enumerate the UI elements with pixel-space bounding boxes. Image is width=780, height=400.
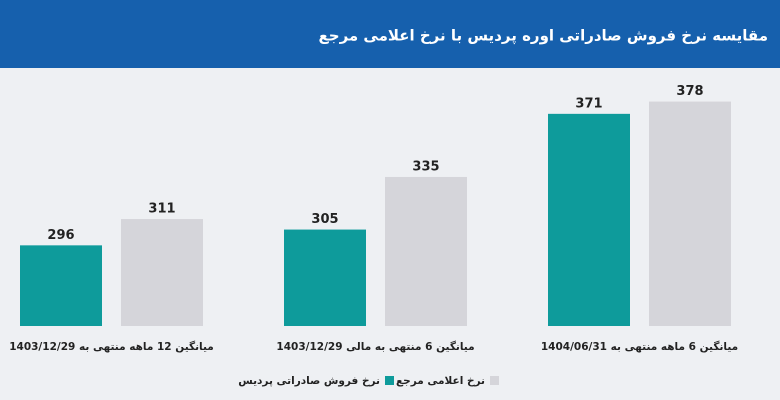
x-tick-label: میانگین 6 منتهی به مالی 1403/12/29 bbox=[276, 340, 474, 353]
value-label: 371 bbox=[575, 96, 602, 111]
value-label: 335 bbox=[412, 159, 439, 174]
value-label: 378 bbox=[676, 84, 703, 99]
x-tick-label: میانگین 12 ماهه منتهی به 1403/12/29 bbox=[9, 340, 214, 353]
value-label: 305 bbox=[311, 212, 338, 227]
bar bbox=[20, 245, 102, 326]
x-tick-label: میانگین 6 ماهه منتهی به 1404/06/31 bbox=[541, 340, 738, 353]
bar bbox=[548, 113, 630, 326]
legend-swatch bbox=[385, 376, 394, 385]
value-label: 296 bbox=[47, 228, 74, 243]
bar bbox=[649, 101, 731, 326]
value-label: 311 bbox=[148, 202, 175, 217]
header bbox=[0, 0, 780, 68]
legend-label: نرخ فروش صادراتی پردیس bbox=[238, 375, 380, 387]
bar bbox=[284, 229, 366, 326]
legend-swatch bbox=[490, 376, 499, 385]
chart-title: مقایسه نرخ فروش صادراتی اوره پردیس با نر… bbox=[319, 27, 768, 46]
bar bbox=[121, 219, 203, 326]
legend-label: نرخ اعلامی مرجع bbox=[396, 375, 485, 387]
bar bbox=[385, 176, 467, 326]
